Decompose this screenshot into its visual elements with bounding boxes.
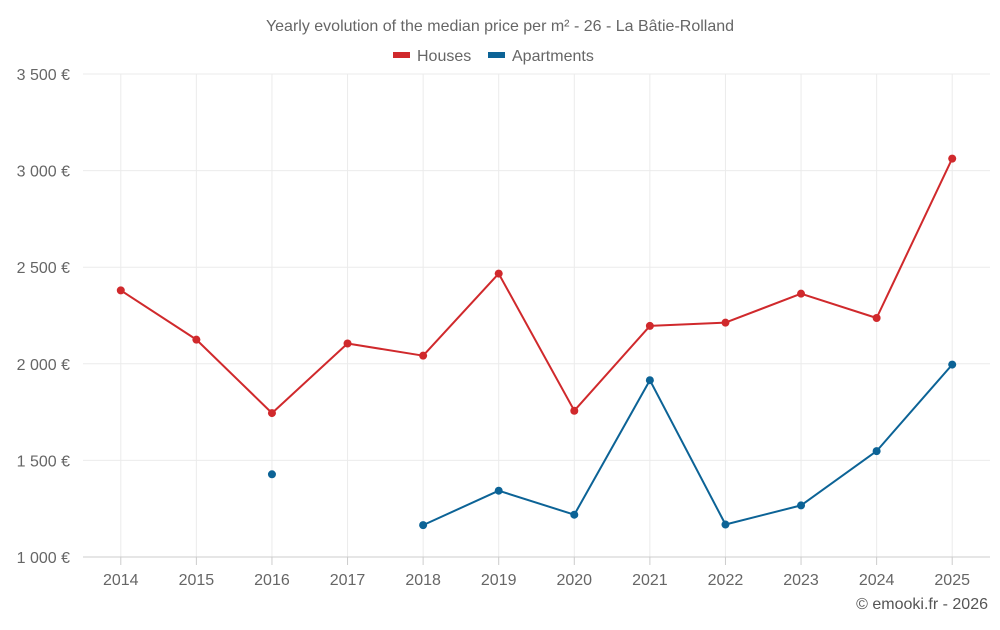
chart-title: Yearly evolution of the median price per… (266, 18, 734, 35)
y-tick-label: 2 500 € (17, 260, 70, 277)
data-point-apartments (570, 510, 579, 519)
x-tick-label: 2014 (103, 572, 139, 589)
data-point-apartments (494, 486, 503, 495)
legend-swatch-houses (393, 52, 410, 58)
x-tick-label: 2017 (330, 572, 366, 589)
grid (83, 73, 990, 557)
data-point-apartments (872, 447, 881, 456)
y-tick-label: 1 000 € (17, 550, 70, 567)
data-point-houses (948, 154, 957, 163)
legend-item-houses[interactable]: Houses (393, 48, 471, 65)
data-point-houses (343, 339, 352, 348)
legend-item-apartments[interactable]: Apartments (488, 48, 594, 65)
y-tick-label: 3 500 € (17, 67, 70, 84)
x-tick-label: 2021 (632, 572, 668, 589)
data-point-apartments (419, 521, 428, 530)
y-tick-label: 2 000 € (17, 357, 70, 374)
data-point-houses (494, 269, 503, 278)
series-line-apartments (422, 363, 953, 527)
data-point-houses (116, 286, 125, 295)
data-point-houses (797, 289, 806, 298)
legend-label-houses: Houses (417, 48, 471, 65)
data-point-houses (872, 314, 881, 323)
legend-label-apartments: Apartments (512, 48, 594, 65)
data-point-houses (267, 409, 276, 418)
series (116, 154, 957, 530)
x-tick-label: 2024 (859, 572, 895, 589)
series-apartments (267, 360, 957, 530)
data-point-houses (192, 335, 201, 344)
data-point-houses (419, 351, 428, 360)
x-tick-label: 2022 (708, 572, 744, 589)
data-point-apartments (645, 376, 654, 385)
credit-text: © emooki.fr - 2026 (856, 596, 988, 613)
legend: Houses Apartments (393, 48, 594, 65)
x-tick-label: 2015 (179, 572, 215, 589)
series-line-houses (120, 158, 954, 415)
y-tick-label: 1 500 € (17, 453, 70, 470)
data-point-apartments (267, 470, 276, 479)
y-tick-label: 3 000 € (17, 164, 70, 181)
x-tick-label: 2018 (405, 572, 441, 589)
x-tick-label: 2020 (556, 572, 592, 589)
data-point-houses (721, 318, 730, 327)
axes: 1 000 € 1 500 € 2 000 € 2 500 € 3 000 € 3 500… (17, 67, 990, 589)
data-point-houses (570, 406, 579, 415)
data-point-apartments (948, 360, 957, 369)
x-tick-label: 2019 (481, 572, 517, 589)
data-point-houses (645, 321, 654, 330)
x-tick-label: 2025 (934, 572, 970, 589)
x-tick-label: 2016 (254, 572, 290, 589)
data-point-apartments (797, 501, 806, 510)
data-point-apartments (721, 520, 730, 529)
series-houses (116, 154, 957, 418)
legend-swatch-apartments (488, 52, 505, 58)
x-tick-label: 2023 (783, 572, 819, 589)
